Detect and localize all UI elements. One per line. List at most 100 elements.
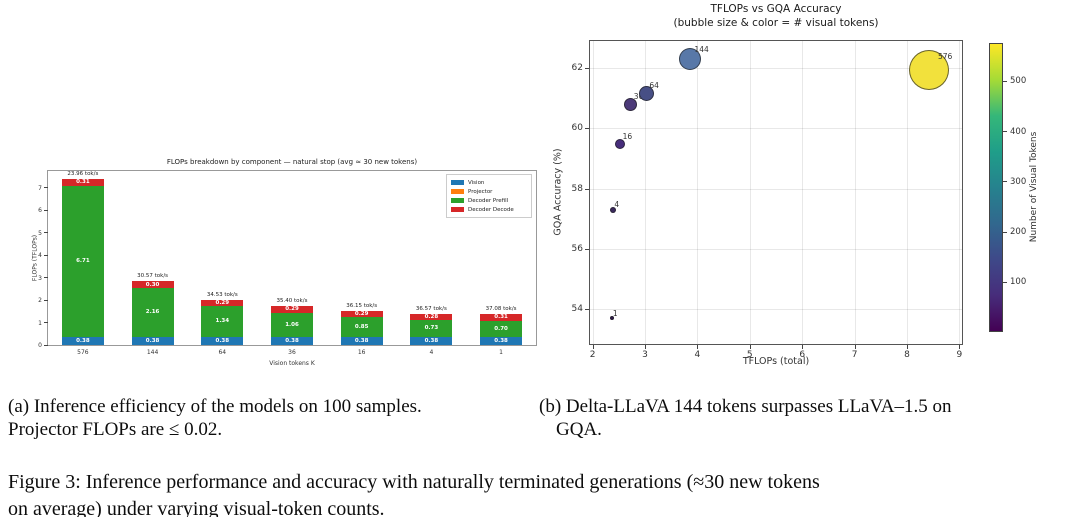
- bar-value-label: 0.38: [145, 337, 160, 344]
- bar-throughput-label: 36.57 tok/s: [415, 305, 447, 312]
- colorbar: [989, 43, 1003, 332]
- colorbar-tick-mark: [1003, 281, 1007, 283]
- legend-label: Projector: [468, 188, 493, 195]
- bar-value-label: 2.16: [145, 309, 160, 316]
- bar-segment-vision: 0.38: [131, 336, 174, 345]
- bubble-label: 64: [649, 81, 659, 91]
- bubble-36: [624, 97, 638, 111]
- subcaption-a: (a) Inference efficiency of the models o…: [8, 395, 540, 441]
- legend-item: Vision: [451, 178, 527, 187]
- colorbar-tick-label: 400: [1010, 126, 1027, 137]
- y-tick-label: 56: [571, 244, 583, 254]
- bar-throughput-label: 37.08 tok/s: [485, 305, 517, 312]
- legend-item: Decoder Decode: [451, 205, 527, 214]
- bar-value-label: 0.38: [424, 337, 439, 344]
- bar-segment-decoder-prefill: 6.71: [61, 185, 104, 337]
- bar-value-label: 1.06: [285, 321, 299, 328]
- y-tick-mark: [44, 322, 48, 324]
- bar-segment-decoder-decode: 0.31: [480, 313, 523, 321]
- x-tick-mark: [749, 345, 751, 349]
- colorbar-tick-label: 300: [1010, 176, 1027, 187]
- bar-value-label: 0.30: [145, 281, 160, 288]
- bubble-label: 1: [612, 308, 618, 318]
- bar-segment-decoder-prefill: 0.70: [480, 320, 523, 337]
- y-tick-label: 0: [38, 342, 42, 349]
- y-tick-mark: [44, 187, 48, 189]
- legend-label: Decoder Prefill: [468, 197, 509, 204]
- x-tick-label: 4: [429, 349, 434, 356]
- x-tick-label: 36: [288, 349, 296, 356]
- x-tick-label: 64: [218, 349, 227, 356]
- bar-value-label: 0.38: [354, 337, 369, 344]
- x-tick-label: 576: [77, 349, 89, 356]
- x-tick-label: 9: [956, 350, 963, 360]
- bubble-label: 144: [694, 45, 709, 55]
- bar-throughput-label: 34.53 tok/s: [206, 291, 238, 298]
- bar-value-label: 0.29: [285, 306, 299, 313]
- x-tick-label: 3: [642, 350, 648, 360]
- y-tick-label: 6: [38, 207, 42, 215]
- tflops-gqa-scatter-chart: TFLOPs vs GQA Accuracy (bubble size & co…: [553, 0, 1080, 374]
- x-tick-mark: [697, 345, 699, 349]
- bubble-144: [678, 48, 701, 71]
- bar-segment-decoder-decode: 0.29: [201, 299, 244, 307]
- bar-segment-decoder-prefill: 1.34: [201, 306, 244, 337]
- bar-value-label: 0.70: [494, 325, 508, 332]
- x-tick-mark: [959, 345, 961, 349]
- y-tick-label: 7: [38, 184, 42, 192]
- chart-title: TFLOPs vs GQA Accuracy: [710, 3, 842, 15]
- gridline: [697, 41, 699, 344]
- y-tick-mark: [44, 254, 48, 256]
- bubble-64: [638, 86, 654, 102]
- bar-segment-vision: 0.38: [61, 336, 104, 345]
- gridline: [590, 188, 962, 190]
- bar-value-label: 0.38: [76, 337, 90, 344]
- colorbar-tick-mark: [1003, 131, 1007, 132]
- gridline: [592, 41, 594, 344]
- x-tick-label: 144: [146, 349, 159, 356]
- gridline: [590, 249, 962, 250]
- bar-segment-decoder-decode: 0.29: [271, 306, 313, 313]
- bubble-16: [615, 138, 626, 149]
- x-tick-label: 8: [904, 350, 910, 360]
- bar-segment-vision: 0.38: [480, 336, 523, 345]
- bubble-label: 576: [938, 51, 953, 61]
- x-tick-label: 7: [851, 350, 858, 360]
- x-tick-mark: [854, 345, 856, 349]
- bubble-label: 4: [614, 199, 620, 209]
- gridline: [749, 41, 751, 344]
- bar-segment-vision: 0.38: [340, 336, 383, 345]
- x-tick-mark: [645, 345, 646, 349]
- plot-area: 2 3 4 5 6 7 8 9 54 56 58 60 62 1 4 16 36 64 144 576: [572, 40, 963, 360]
- gridline: [590, 128, 962, 130]
- bubble-4: [610, 206, 617, 213]
- chart-title: FLOPs breakdown by component — natural s…: [166, 158, 418, 166]
- colorbar-tick-label: 500: [1010, 76, 1027, 87]
- y-tick-label: 2: [38, 297, 42, 305]
- y-tick-label: 4: [38, 252, 42, 260]
- colorbar-label: Number of Visual Tokens: [1029, 131, 1039, 243]
- colorbar-tick-label: 200: [1010, 227, 1027, 237]
- y-tick-mark: [585, 309, 589, 311]
- x-tick-mark: [802, 345, 804, 349]
- figure-caption: Figure 3: Inference performance and accu…: [8, 469, 1078, 517]
- legend-label: Decoder Decode: [468, 206, 514, 213]
- figure-caption-line1: Figure 3: Inference performance and accu…: [8, 471, 820, 493]
- y-tick-mark: [585, 128, 589, 130]
- bar-throughput-label: 30.57 tok/s: [137, 273, 169, 280]
- bar-segment-vision: 0.38: [201, 336, 244, 345]
- legend: Vision Projector Decoder Prefill Decoder De…: [446, 174, 532, 218]
- bar-segment-vision: 0.38: [410, 336, 453, 345]
- y-tick-label: 62: [571, 63, 583, 74]
- x-tick-label: 16: [357, 349, 366, 356]
- bar-value-label: 0.29: [354, 311, 369, 318]
- x-axis-label: TFLOPs (total): [742, 356, 810, 367]
- y-tick-mark: [44, 277, 48, 279]
- bar-value-label: 6.71: [76, 258, 90, 265]
- bar-value-label: 0.38: [285, 337, 299, 344]
- subcaption-b: (b) Delta-LLaVA 144 tokens surpasses LLa…: [539, 395, 1080, 441]
- subcaption-b-line2: GQA.: [556, 419, 602, 440]
- x-tick-label: 5: [746, 350, 753, 360]
- bar-segment-decoder-prefill: 0.85: [340, 317, 383, 337]
- subcaption-b-line1: (b) Delta-LLaVA 144 tokens surpasses LLa…: [539, 396, 952, 417]
